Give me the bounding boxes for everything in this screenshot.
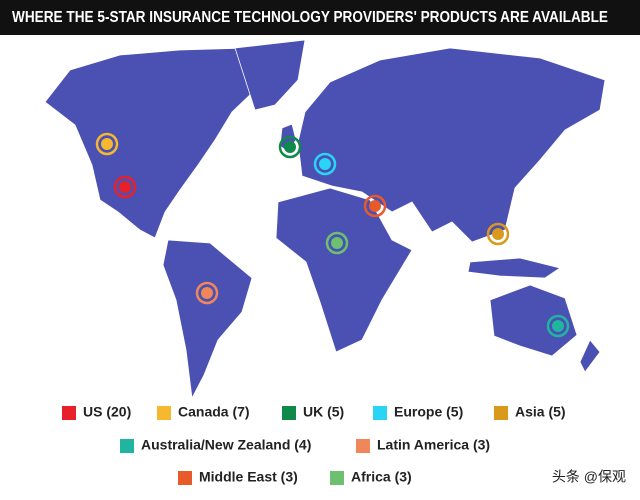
legend-label: UK (5) [303,404,344,420]
legend-swatch [373,406,387,420]
legend-label: Europe (5) [394,404,463,420]
legend-swatch [282,406,296,420]
marker-ring [195,281,219,305]
legend-label: Africa (3) [351,469,412,485]
legend-swatch [120,439,134,453]
marker-dot [552,320,564,332]
new-zealand [579,339,601,373]
title-bar [0,0,640,35]
legend-swatch [62,406,76,420]
marker-ring [325,231,349,255]
world-map [44,39,606,400]
legend-label: Canada (7) [178,404,250,420]
marker-ring [113,175,137,199]
greenland [234,39,306,111]
marker-ring [363,194,387,218]
marker-ring [313,152,337,176]
africa [275,187,413,353]
marker-dot [369,200,381,212]
australia [489,284,578,357]
marker-dot [119,181,131,193]
watermark: 头条 @保观 [552,469,626,485]
legend-swatch [494,406,508,420]
legend-label: Australia/New Zealand (4) [141,437,311,453]
marker-dot [319,158,331,170]
legend-label: Asia (5) [515,404,566,420]
marker-dot [331,237,343,249]
south-america [162,239,253,400]
marker-ring [546,314,570,338]
legend-swatch [178,471,192,485]
marker-ring [95,132,119,156]
markers [95,132,570,338]
legend-swatch [157,406,171,420]
legend-label: Middle East (3) [199,469,298,485]
marker-ring [486,222,510,246]
marker-dot [201,287,213,299]
legend-label: Latin America (3) [377,437,490,453]
marker-dot [101,138,113,150]
legend-swatch [356,439,370,453]
indonesia [467,257,561,279]
marker-dot [284,141,296,153]
marker-ring [278,135,302,159]
title: WHERE THE 5-STAR INSURANCE TECHNOLOGY PR… [12,9,608,26]
legend: US (20) Canada (7) UK (5) Europe (5) Asia (5… [62,404,566,485]
eurasia [297,47,606,243]
legend-swatch [330,471,344,485]
legend-label: US (20) [83,404,131,420]
marker-dot [492,228,504,240]
